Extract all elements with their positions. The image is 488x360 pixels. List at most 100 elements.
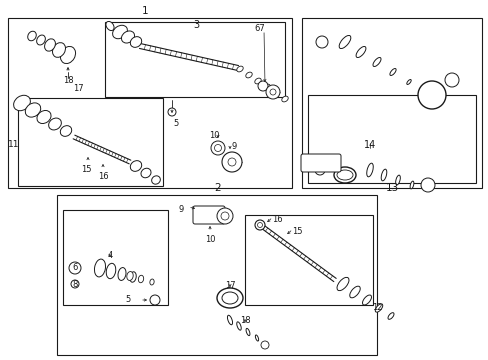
Ellipse shape — [366, 163, 372, 177]
Text: 5: 5 — [173, 119, 178, 128]
Ellipse shape — [44, 39, 55, 51]
Ellipse shape — [37, 111, 51, 123]
Ellipse shape — [245, 328, 249, 336]
Circle shape — [210, 141, 224, 155]
Ellipse shape — [52, 42, 65, 57]
Text: 10: 10 — [204, 235, 215, 244]
Text: 15: 15 — [291, 227, 302, 236]
Circle shape — [214, 144, 221, 152]
Ellipse shape — [254, 78, 261, 84]
Circle shape — [314, 165, 325, 175]
Ellipse shape — [227, 315, 232, 325]
Text: 4: 4 — [107, 251, 112, 260]
Circle shape — [257, 222, 262, 228]
Ellipse shape — [118, 267, 126, 280]
Ellipse shape — [381, 169, 386, 181]
Ellipse shape — [387, 313, 393, 319]
Text: 13: 13 — [385, 183, 398, 193]
Bar — [307, 95, 475, 183]
Circle shape — [168, 108, 176, 116]
Ellipse shape — [14, 95, 30, 111]
Ellipse shape — [60, 126, 72, 136]
Circle shape — [444, 73, 458, 87]
Ellipse shape — [151, 176, 160, 184]
Circle shape — [222, 152, 242, 172]
Circle shape — [221, 212, 228, 220]
Ellipse shape — [61, 46, 75, 64]
Text: 1: 1 — [142, 6, 148, 16]
Ellipse shape — [94, 259, 105, 277]
Circle shape — [254, 220, 264, 230]
Ellipse shape — [106, 22, 114, 31]
Ellipse shape — [255, 335, 258, 341]
Ellipse shape — [236, 66, 243, 72]
Ellipse shape — [305, 156, 334, 168]
Ellipse shape — [129, 272, 136, 282]
Ellipse shape — [236, 322, 241, 330]
Ellipse shape — [149, 279, 154, 285]
Circle shape — [261, 341, 268, 349]
Ellipse shape — [121, 31, 134, 43]
Circle shape — [417, 81, 445, 109]
Ellipse shape — [48, 118, 61, 130]
Bar — [244, 215, 372, 305]
Circle shape — [269, 89, 275, 95]
Text: 10: 10 — [208, 131, 219, 140]
Ellipse shape — [126, 271, 133, 280]
Ellipse shape — [395, 175, 400, 185]
Text: 17: 17 — [73, 84, 83, 93]
Ellipse shape — [272, 90, 279, 96]
Circle shape — [258, 81, 267, 91]
Text: 17: 17 — [224, 281, 235, 290]
Circle shape — [150, 295, 160, 305]
Circle shape — [71, 280, 79, 288]
Text: 9: 9 — [179, 205, 183, 214]
Text: 12: 12 — [371, 303, 382, 312]
Bar — [57, 195, 376, 355]
Circle shape — [217, 208, 232, 224]
Text: 15: 15 — [81, 165, 91, 174]
Circle shape — [69, 262, 81, 274]
Ellipse shape — [138, 275, 143, 283]
Text: 5: 5 — [125, 296, 130, 305]
Circle shape — [420, 178, 434, 192]
Ellipse shape — [333, 167, 355, 183]
Ellipse shape — [409, 181, 413, 189]
FancyBboxPatch shape — [301, 154, 340, 172]
Text: 11: 11 — [8, 140, 20, 149]
Bar — [8, 18, 291, 188]
Ellipse shape — [336, 277, 348, 291]
Text: 16: 16 — [271, 215, 282, 224]
Ellipse shape — [28, 31, 36, 41]
Ellipse shape — [349, 286, 360, 298]
Ellipse shape — [25, 103, 41, 117]
Ellipse shape — [37, 35, 45, 45]
Text: 16: 16 — [98, 172, 108, 181]
Ellipse shape — [281, 96, 287, 102]
Text: 9: 9 — [231, 142, 236, 151]
Ellipse shape — [406, 80, 410, 85]
Text: 8: 8 — [72, 280, 78, 289]
Bar — [105, 22, 285, 97]
FancyBboxPatch shape — [193, 206, 224, 224]
Ellipse shape — [141, 168, 151, 178]
Text: 6: 6 — [72, 263, 78, 272]
Text: 2: 2 — [214, 183, 221, 193]
Ellipse shape — [389, 68, 395, 76]
Ellipse shape — [339, 35, 350, 49]
Circle shape — [315, 36, 327, 48]
Ellipse shape — [372, 58, 380, 67]
Text: 3: 3 — [193, 20, 199, 30]
Ellipse shape — [130, 37, 142, 48]
Circle shape — [227, 158, 236, 166]
Text: 18: 18 — [239, 316, 250, 325]
Bar — [63, 210, 168, 305]
Ellipse shape — [130, 161, 142, 171]
Ellipse shape — [374, 304, 382, 312]
Text: 67: 67 — [254, 24, 265, 33]
Bar — [302, 18, 481, 188]
Ellipse shape — [263, 84, 270, 90]
Ellipse shape — [355, 46, 365, 58]
Ellipse shape — [245, 72, 252, 78]
Text: 18: 18 — [62, 76, 73, 85]
